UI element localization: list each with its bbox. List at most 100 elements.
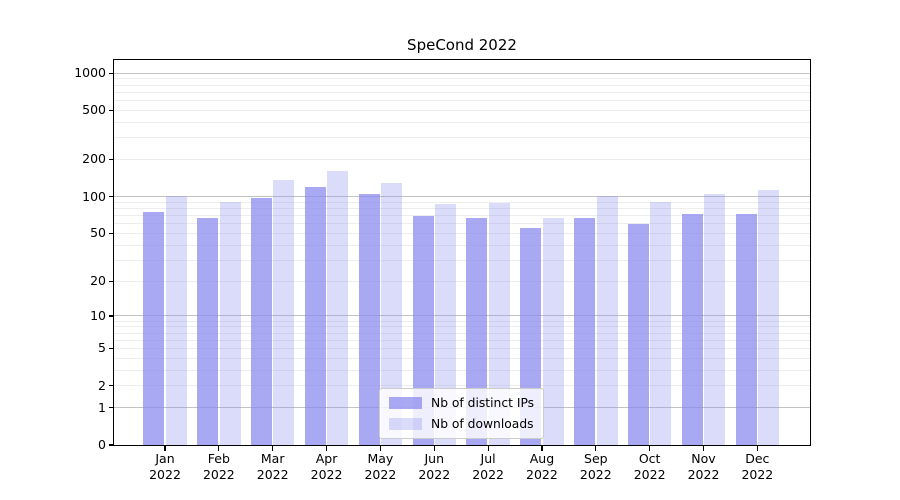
bar-distinct-ips-sep bbox=[574, 217, 596, 445]
minor-gridline bbox=[114, 122, 810, 124]
year-label: 2022 bbox=[741, 466, 774, 482]
bar-downloads-jul bbox=[488, 202, 510, 445]
minor-gridline bbox=[114, 244, 810, 246]
legend: Nb of distinct IPs Nb of downloads bbox=[379, 388, 544, 439]
year-label: 2022 bbox=[633, 466, 666, 482]
month-label: Dec bbox=[745, 451, 770, 466]
minor-gridline bbox=[114, 259, 810, 261]
minor-gridline bbox=[114, 159, 810, 161]
year-label: 2022 bbox=[526, 466, 558, 482]
minor-gridline bbox=[114, 110, 810, 112]
y-tick-label: 100 bbox=[82, 188, 106, 204]
x-tick-mark bbox=[433, 446, 435, 451]
legend-label-downloads: Nb of downloads bbox=[431, 417, 534, 431]
minor-gridline bbox=[114, 326, 810, 328]
x-tick-label-jul: Jul 2022 bbox=[453, 451, 523, 482]
minor-gridline bbox=[114, 78, 810, 80]
y-tick-label: 50 bbox=[90, 225, 106, 241]
month-label: Jan bbox=[155, 451, 175, 466]
month-label: May bbox=[367, 451, 394, 466]
x-tick-mark bbox=[756, 446, 758, 451]
minor-gridline bbox=[114, 208, 810, 210]
minor-gridline bbox=[114, 339, 810, 341]
bar-downloads-mar bbox=[273, 180, 295, 445]
x-tick-mark bbox=[702, 446, 705, 451]
bar-distinct-ips-apr bbox=[304, 186, 326, 445]
x-tick-label-jan: Jan 2022 bbox=[130, 451, 200, 482]
x-tick-mark bbox=[164, 446, 166, 451]
x-tick-mark bbox=[379, 446, 381, 451]
year-label: 2022 bbox=[687, 466, 720, 482]
bar-downloads-oct bbox=[650, 202, 672, 445]
minor-gridline bbox=[114, 385, 810, 387]
month-label: Nov bbox=[691, 451, 716, 466]
y-tick-mark bbox=[109, 280, 114, 282]
minor-gridline bbox=[114, 137, 810, 139]
bar-downloads-sep bbox=[596, 195, 618, 445]
month-label: Mar bbox=[260, 451, 285, 466]
x-tick-label-feb: Feb 2022 bbox=[184, 451, 254, 482]
x-tick-label-may: May 2022 bbox=[345, 451, 415, 482]
month-label: Aug bbox=[529, 451, 555, 466]
bar-downloads-aug bbox=[542, 217, 564, 445]
bar-distinct-ips-mar bbox=[251, 198, 272, 445]
minor-gridline bbox=[114, 84, 810, 86]
y-tick-mark bbox=[109, 196, 114, 198]
year-label: 2022 bbox=[472, 466, 504, 482]
x-tick-label-aug: Aug 2022 bbox=[507, 451, 577, 482]
x-tick-label-oct: Oct 2022 bbox=[615, 451, 685, 482]
bar-downloads-feb bbox=[219, 201, 241, 445]
year-label: 2022 bbox=[579, 466, 612, 482]
y-tick-label: 2 bbox=[98, 377, 106, 393]
y-tick-label: 1 bbox=[98, 399, 106, 415]
legend-swatch-downloads bbox=[389, 417, 422, 431]
minor-gridline bbox=[114, 201, 810, 203]
bar-downloads-may bbox=[381, 182, 403, 445]
y-tick-mark bbox=[109, 232, 114, 235]
y-tick-label: 0 bbox=[98, 436, 106, 452]
year-label: 2022 bbox=[149, 466, 181, 482]
y-tick-label: 200 bbox=[82, 151, 106, 167]
x-tick-mark bbox=[649, 446, 651, 451]
year-label: 2022 bbox=[310, 466, 343, 482]
x-tick-mark bbox=[595, 446, 597, 451]
x-tick-label-jun: Jun 2022 bbox=[399, 451, 469, 482]
minor-gridline bbox=[114, 223, 810, 225]
minor-gridline bbox=[114, 332, 810, 334]
bar-distinct-ips-jan bbox=[143, 212, 165, 445]
minor-gridline bbox=[114, 215, 810, 217]
minor-gridline bbox=[114, 320, 810, 322]
bar-distinct-ips-may bbox=[358, 194, 380, 445]
y-tick-mark bbox=[109, 444, 114, 446]
y-tick-mark bbox=[109, 407, 114, 409]
year-label: 2022 bbox=[418, 466, 451, 482]
y-tick-mark bbox=[109, 348, 114, 350]
minor-gridline bbox=[114, 357, 810, 359]
x-tick-label-nov: Nov 2022 bbox=[669, 451, 739, 482]
month-label: Sep bbox=[584, 451, 608, 466]
legend-label-distinct-ips: Nb of distinct IPs bbox=[431, 396, 535, 410]
year-label: 2022 bbox=[256, 466, 289, 482]
y-tick-label: 1000 bbox=[74, 65, 106, 81]
bar-downloads-dec bbox=[758, 189, 780, 445]
y-tick-label: 10 bbox=[90, 307, 106, 323]
minor-gridline bbox=[114, 280, 810, 282]
major-gridline bbox=[114, 315, 810, 317]
bar-downloads-jun bbox=[434, 203, 456, 445]
y-tick-mark bbox=[109, 315, 114, 317]
major-gridline bbox=[114, 196, 810, 198]
bar-downloads-nov bbox=[704, 194, 726, 445]
month-label: Feb bbox=[207, 451, 230, 466]
month-label: Jun bbox=[424, 451, 445, 466]
x-tick-mark bbox=[272, 446, 274, 451]
y-tick-mark bbox=[109, 72, 114, 74]
legend-item-downloads: Nb of downloads bbox=[380, 417, 543, 431]
y-tick-mark bbox=[109, 159, 114, 161]
x-tick-label-sep: Sep 2022 bbox=[561, 451, 631, 482]
plot-area: Nb of distinct IPs Nb of downloads bbox=[113, 59, 811, 446]
bar-downloads-jan bbox=[165, 195, 187, 445]
bar-distinct-ips-dec bbox=[735, 214, 757, 445]
x-tick-label-dec: Dec 2022 bbox=[722, 451, 792, 482]
month-label: Jul bbox=[480, 451, 496, 466]
bar-distinct-ips-oct bbox=[627, 223, 649, 445]
